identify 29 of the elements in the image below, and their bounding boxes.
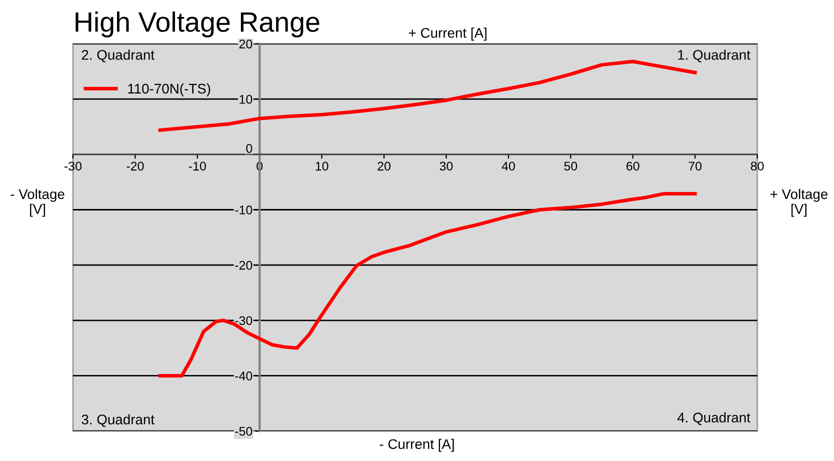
y-tick-label: -20 [235, 260, 252, 270]
y-tick-label: 0 [246, 144, 252, 153]
x-tick-label: 60 [626, 162, 640, 171]
x-tick-label: 40 [502, 162, 515, 171]
text: + Voltage [V] [770, 188, 828, 217]
y-tick-label: -10 [235, 206, 252, 214]
x-tick-label: 20 [378, 162, 390, 171]
y-axis-title: - Voltage [V] [10, 188, 64, 217]
x-axis-title: - Current [A] [380, 438, 454, 452]
legend-label: 110-70N(-TS) [128, 83, 210, 96]
y-tick-label: -50 [235, 426, 252, 436]
annotation: 2. Quadrant [82, 50, 154, 62]
annotation: 1. Quadrant [678, 50, 750, 62]
x-tick-label: -20 [126, 162, 144, 171]
y-tick-label: 20 [239, 40, 252, 48]
y-tick-label: -30 [235, 316, 252, 326]
chart-title: High Voltage Range [76, 12, 320, 38]
y-tick-label: 10 [240, 94, 252, 104]
x-tick-label: -30 [64, 162, 82, 171]
text: + Current [A] [408, 28, 486, 41]
x-tick-label: 30 [440, 162, 453, 171]
x-tick-label: 80 [750, 162, 764, 171]
y-tick-label: -40 [235, 372, 252, 380]
x-tick-label: 50 [564, 162, 578, 171]
x-tick-label: 10 [316, 162, 328, 171]
x-tick-label: 70 [688, 162, 702, 171]
annotation: 4. Quadrant [677, 412, 750, 425]
annotation: 3. Quadrant [82, 414, 154, 427]
x-tick-label: -10 [188, 162, 206, 171]
